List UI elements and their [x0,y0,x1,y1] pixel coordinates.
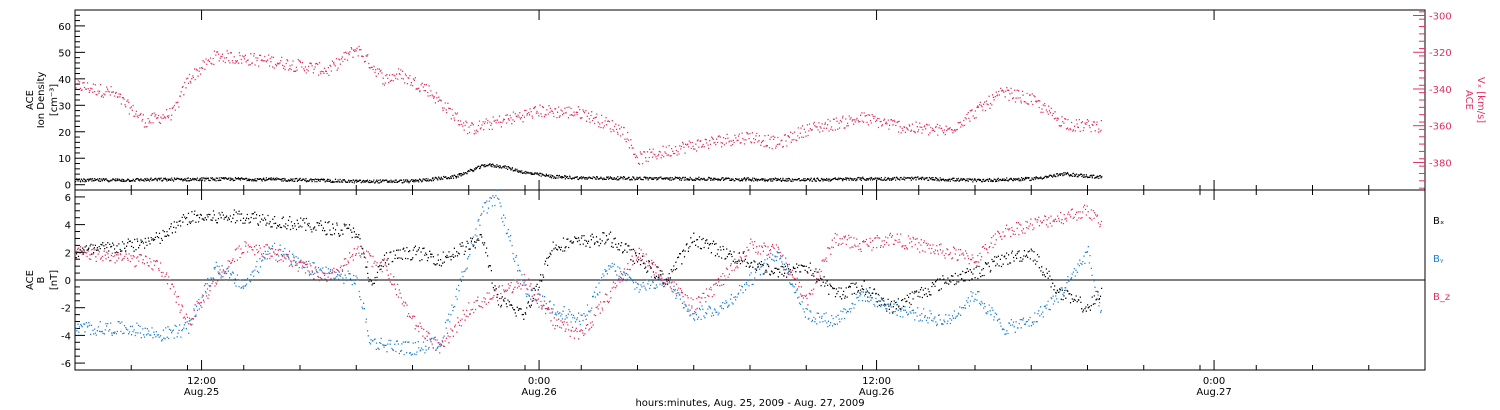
top-left-tick-label: 40 [58,75,71,86]
top-right-tick-label: -320 [1429,48,1452,59]
bottom-tick-label: -6 [61,359,71,370]
top-left-tick-label: 50 [58,48,71,59]
bottom-ylabel-line1: ACE [25,270,36,290]
bottom-ylabel-line2: B [36,276,47,283]
bottom-left-axis: -6 -4 -2 0 2 4 6 [61,193,85,370]
bottom-ylabel-line3: [nT] [49,270,60,290]
top-right-tick-label: -360 [1429,122,1452,133]
top-left-tick-label: 30 [58,101,71,112]
legend-bx: Bₓ [1433,216,1444,227]
series-black-points [75,163,1103,184]
x-tick-date-label: Aug.25 [184,387,219,398]
top-left-ylabel-line2: Ion Density [36,72,47,129]
top-left-axis: 0 10 20 30 40 50 60 [58,9,85,192]
top-right-ylabel-line1: ACE [1463,90,1474,110]
top-left-tick-label: 20 [58,128,71,139]
top-right-tick-label: -380 [1429,158,1452,169]
series-pink-points [75,45,1102,165]
bottom-tick-label: 0 [65,276,71,287]
x-axis: 12:00Aug.250:00Aug.2612:00Aug.260:00Aug.… [74,10,1426,398]
legend-by: Bᵧ [1433,254,1444,265]
bottom-tick-label: 2 [65,248,71,259]
x-tick-time-label: 12:00 [187,376,216,387]
top-right-axis: -380 -360 -340 -320 -300 [1413,11,1452,189]
legend-bz: B_z [1433,292,1450,303]
bottom-tick-label: -2 [61,304,71,315]
series-black-points [75,209,1103,320]
series-pink-points [75,204,1103,354]
x-tick-time-label: 0:00 [1203,376,1225,387]
top-right-tick-label: -300 [1429,12,1452,23]
series-blue-points [75,189,1102,356]
bottom-tick-label: 4 [65,221,71,232]
x-tick-time-label: 12:00 [862,376,891,387]
top-left-tick-label: 10 [58,154,71,165]
bottom-panel-series [75,189,1103,356]
top-panel-frame [74,9,1426,191]
x-tick-date-label: Aug.26 [521,387,556,398]
top-left-tick-label: 60 [58,22,71,33]
top-panel-series [75,45,1103,184]
x-tick-date-label: Aug.26 [859,387,894,398]
bottom-tick-label: 6 [65,193,71,204]
bottom-tick-label: -4 [61,331,71,342]
top-left-ylabel-line3: [cm⁻³] [49,84,60,116]
x-tick-date-label: Aug.27 [1196,387,1231,398]
top-left-tick-label: 0 [65,181,71,192]
x-axis-title: hours:minutes, Aug. 25, 2009 - Aug. 27, … [635,398,864,409]
top-right-ylabel-line2: Vₓ [km/s] [1475,77,1486,123]
top-right-tick-label: -340 [1429,85,1452,96]
x-tick-time-label: 0:00 [528,376,550,387]
top-left-ylabel-line1: ACE [25,90,36,110]
